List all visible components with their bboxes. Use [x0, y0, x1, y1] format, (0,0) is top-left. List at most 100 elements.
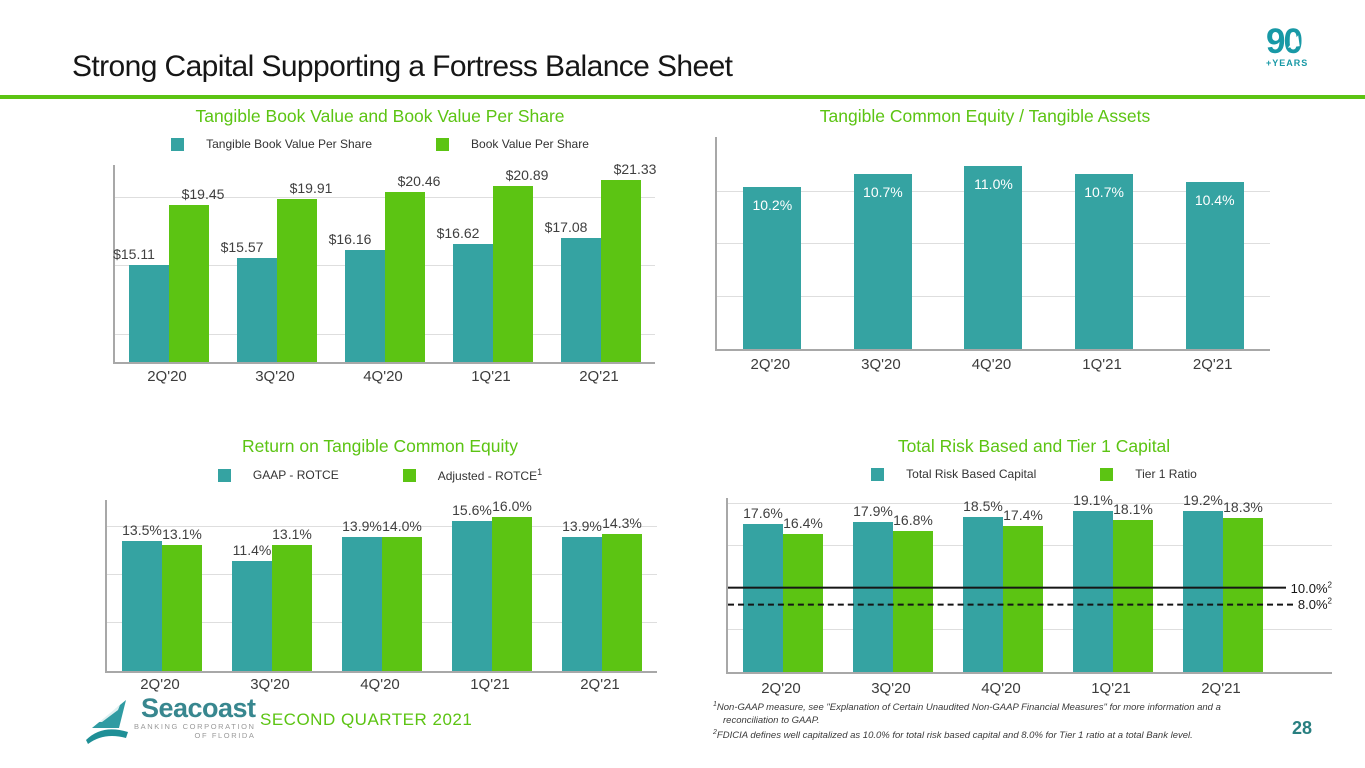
reference-line-rule — [728, 603, 1293, 606]
bar-value-label: $20.89 — [505, 166, 549, 183]
bar-group: $16.16 $20.46 — [328, 165, 440, 362]
reference-line-label: 10.0%2 — [1290, 580, 1332, 596]
bar: 18.3% — [1223, 499, 1263, 672]
reference-line-sup: 2 — [1327, 580, 1332, 590]
legend-label: Tangible Book Value Per Share — [206, 137, 373, 151]
bar-group: 10.7% — [828, 137, 939, 349]
bar-value-label: 10.2% — [752, 196, 793, 213]
reference-line-label: 8.0%2 — [1297, 597, 1332, 613]
bar-group: $15.11 $19.45 — [113, 165, 224, 362]
footer-quarter-tag: SECOND QUARTER 2021 — [260, 710, 473, 729]
chart-return-on-tangible-common-equity: Return on Tangible Common Equity GAAP - … — [98, 436, 662, 726]
legend-swatch-icon — [402, 468, 416, 482]
bar: 19.2% — [1183, 492, 1223, 672]
bar-group: 15.6% 16.0% — [437, 498, 547, 671]
bar-group: 11.4% 13.1% — [217, 500, 327, 671]
x-axis-label: 3Q'20 — [255, 368, 295, 385]
seacoast-sub1: BANKING CORPORATION — [134, 722, 256, 731]
bar-value-label: 17.4% — [1003, 506, 1043, 523]
legend-label: Book Value Per Share — [471, 137, 589, 151]
x-axis-label: 1Q'21 — [471, 368, 511, 385]
bar-value-label: 11.0% — [974, 175, 1013, 192]
x-axis-label: 1Q'21 — [1091, 680, 1131, 697]
chart-title: Return on Tangible Common Equity — [242, 436, 518, 456]
legend-swatch-icon — [171, 137, 185, 151]
legend-item: Tangible Book Value Per Share — [171, 137, 372, 151]
x-axis-label: 4Q'20 — [360, 676, 400, 693]
chart-plot-area: $15.11 $19.45 $15.57 $19.91 $16.16 $20.46 $16.… — [113, 161, 656, 364]
bar-value-label: 14.0% — [382, 517, 422, 534]
bar-value-label: 18.3% — [1223, 499, 1263, 516]
bar: 16.0% — [492, 498, 532, 671]
chart-title: Tangible Book Value and Book Value Per S… — [195, 106, 565, 126]
bar-value-label: $21.33 — [613, 160, 657, 177]
legend-swatch-icon — [1100, 467, 1114, 481]
bar: $15.57 — [221, 239, 277, 362]
bar-value-label: 10.7% — [1084, 183, 1124, 200]
bar-value-label: $16.62 — [436, 225, 480, 242]
bar: $19.91 — [277, 180, 332, 362]
bar: 17.6% — [743, 505, 783, 672]
bar-value-label: 19.1% — [1073, 492, 1113, 509]
bar: 17.4% — [1003, 507, 1043, 672]
bar-value-label: 13.1% — [272, 526, 312, 543]
bar-value-label: 10.4% — [1194, 191, 1235, 208]
legend-item: GAAP - ROTCE — [217, 467, 339, 483]
bar-group: 13.9% 14.3% — [547, 500, 657, 671]
bar-value-label: $15.11 — [113, 245, 155, 262]
reference-line-sup: 2 — [1327, 597, 1332, 607]
x-axis-labels: 2Q'20 3Q'20 4Q'20 1Q'21 2Q'21 — [715, 356, 1268, 373]
x-axis-labels: 2Q'20 3Q'20 4Q'20 1Q'21 2Q'21 — [105, 676, 655, 693]
bar: $19.45 — [169, 186, 224, 362]
reference-line: 8.0%2 — [728, 597, 1332, 612]
seacoast-logo: Seacoast BANKING CORPORATION OF FLORIDA — [84, 694, 256, 748]
bar-group: 18.5% 17.4% — [948, 498, 1058, 672]
footnote-2-text: FDICIA defines well capitalized as 10.0%… — [716, 730, 1193, 741]
bar: 13.5% — [122, 522, 162, 671]
reference-line-rule — [728, 586, 1286, 589]
seacoast-sail-icon — [86, 700, 128, 744]
chart-title: Total Risk Based and Tier 1 Capital — [897, 436, 1171, 456]
x-axis-label: 2Q'20 — [750, 356, 791, 373]
legend-label: Tier 1 Ratio — [1135, 467, 1197, 481]
bar: 17.9% — [853, 503, 893, 672]
bar-group: 17.9% 16.8% — [838, 498, 948, 672]
bar-value-label: 13.9% — [562, 518, 602, 535]
bar-value-label: 14.3% — [602, 514, 642, 531]
bar-value-label: $16.16 — [328, 231, 372, 248]
bar-group: 10.2% — [717, 137, 828, 349]
chart-total-risk-based-tier1-capital: Total Risk Based and Tier 1 Capital Tota… — [710, 436, 1358, 726]
bar: 16.4% — [783, 515, 823, 672]
bar: 18.5% — [963, 498, 1003, 672]
bar-value-label: 10.7% — [863, 183, 903, 200]
bar: 14.3% — [602, 515, 642, 671]
footnote-1: 1Non-GAAP measure, see "Explanation of C… — [713, 700, 1269, 727]
legend-item: Tier 1 Ratio — [1100, 467, 1197, 481]
x-axis-label: 4Q'20 — [363, 368, 403, 385]
legend-label-sup: 1 — [537, 467, 543, 477]
bar-group: 10.4% — [1159, 137, 1270, 349]
bar: $21.33 — [601, 161, 656, 362]
x-axis-label: 1Q'21 — [470, 676, 510, 693]
chart-plot-area: 13.5% 13.1% 11.4% 13.1% 13.9% 14.0% 15.6% 16.0%… — [105, 498, 657, 673]
sail-icon — [1286, 35, 1300, 48]
legend-item: Book Value Per Share — [436, 137, 589, 151]
seacoast-sub2: OF FLORIDA — [194, 731, 256, 740]
bar-group: $16.62 $20.89 — [437, 165, 549, 362]
bar: 15.6% — [452, 502, 492, 671]
footnote-2: 2FDICIA defines well capitalized as 10.0… — [713, 728, 1269, 743]
bar-value-label: $15.57 — [220, 239, 264, 256]
bar-group: 10.7% — [1049, 137, 1160, 349]
bar: $16.62 — [437, 225, 493, 362]
x-axis-label: 2Q'21 — [579, 368, 619, 385]
bars-region: 17.6% 16.4% 17.9% 16.8% 18.5% 17.4% 19.1% 18.1%… — [728, 492, 1278, 672]
bar-value-label: 17.6% — [743, 505, 783, 522]
bar: 10.7% — [853, 173, 912, 349]
bar-value-label: $19.45 — [181, 186, 225, 203]
x-axis-label: 1Q'21 — [1082, 356, 1122, 373]
badge-number-text: 90 — [1266, 22, 1303, 61]
chart-tangible-book-value-per-share: Tangible Book Value and Book Value Per S… — [98, 106, 662, 406]
x-axis-label: 2Q'20 — [147, 368, 187, 385]
reference-line: 10.0%2 — [728, 580, 1332, 596]
